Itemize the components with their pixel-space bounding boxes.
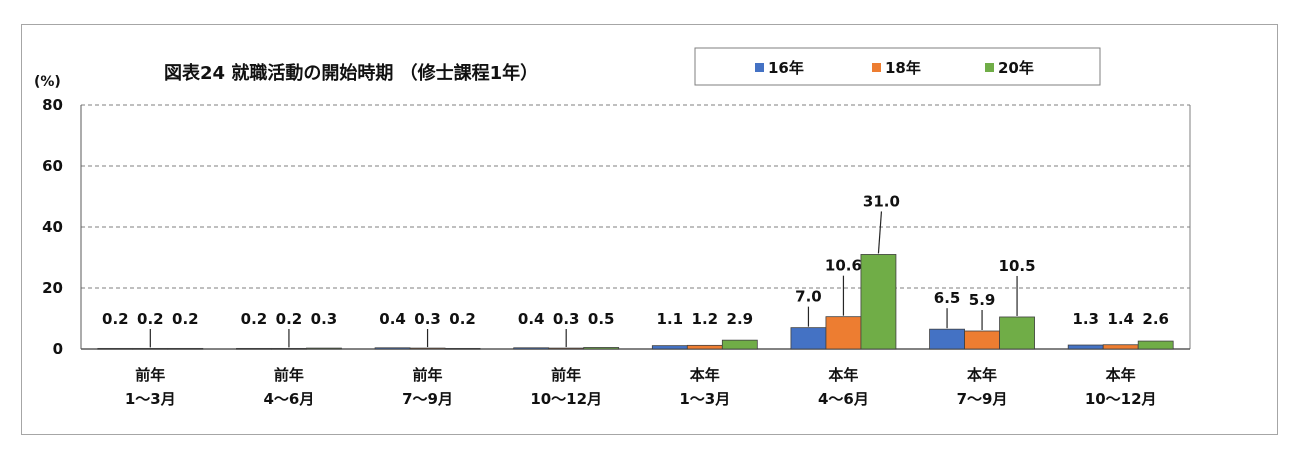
data-label: 1.2: [692, 310, 719, 328]
bar: [548, 347, 585, 350]
legend-swatch: [985, 63, 994, 72]
bar: [513, 347, 550, 350]
data-label: 31.0: [863, 192, 900, 210]
x-tick-label: 4～6月: [264, 390, 315, 408]
data-label: 10.5: [999, 257, 1036, 275]
data-label: 0.2: [137, 310, 164, 328]
bar: [790, 327, 827, 350]
legend-entry: 18年: [885, 59, 921, 77]
data-label: 0.2: [449, 310, 476, 328]
data-label: 0.2: [276, 310, 303, 328]
x-tick-label: 前年: [413, 366, 443, 384]
data-label: 0.3: [311, 310, 338, 328]
data-label: 0.4: [518, 310, 545, 328]
x-tick-label: 前年: [551, 366, 581, 384]
x-tick-label: 前年: [135, 366, 165, 384]
data-label: 1.3: [1072, 310, 1099, 328]
bar: [167, 347, 204, 350]
y-tick-label: 40: [42, 218, 63, 236]
x-tick-label: 前年: [274, 366, 304, 384]
data-label: 0.2: [102, 310, 129, 328]
data-label: 6.5: [934, 289, 961, 307]
bar: [651, 345, 688, 350]
data-label: 2.9: [727, 310, 754, 328]
bar: [1067, 344, 1104, 350]
bar: [236, 347, 272, 350]
x-tick-label: 10～12月: [530, 390, 602, 408]
data-label: 0.3: [414, 310, 441, 328]
x-tick-label: 本年: [967, 366, 997, 384]
data-label: 1.4: [1107, 310, 1134, 328]
bar: [374, 347, 411, 350]
bar: [686, 344, 723, 350]
data-label: 5.9: [969, 291, 996, 309]
legend-swatch: [755, 63, 764, 72]
y-tick-label: 80: [42, 96, 63, 114]
bar: [999, 316, 1035, 350]
legend-entry: 20年: [998, 59, 1034, 77]
bar: [1102, 344, 1139, 350]
bar: [444, 347, 481, 350]
bar: [860, 254, 897, 350]
bar: [1137, 340, 1174, 350]
x-tick-label: 本年: [1106, 366, 1136, 384]
y-axis-label: (%): [34, 74, 61, 90]
bar: [583, 347, 620, 350]
data-label: 0.5: [588, 310, 615, 328]
data-label: 1.1: [657, 310, 684, 328]
data-label: 0.2: [172, 310, 199, 328]
data-label: 2.6: [1142, 310, 1169, 328]
chart-title: 図表24 就職活動の開始時期 （修士課程1年）: [164, 62, 538, 84]
bar: [929, 328, 965, 350]
data-label: 10.6: [825, 257, 862, 275]
x-tick-label: 10～12月: [1085, 390, 1157, 408]
data-label: 7.0: [795, 288, 822, 306]
y-tick-label: 0: [53, 340, 63, 358]
bar: [409, 347, 446, 350]
x-tick-label: 1～3月: [679, 390, 730, 408]
data-label: 0.3: [553, 310, 580, 328]
bar: [825, 316, 862, 350]
bar: [306, 347, 342, 350]
legend-swatch: [872, 63, 881, 72]
x-tick-label: 本年: [828, 366, 858, 384]
bar: [271, 347, 307, 350]
y-tick-label: 60: [42, 157, 63, 175]
data-label: 0.4: [379, 310, 406, 328]
bar-chart: 図表24 就職活動の開始時期 （修士課程1年） (%) 16年 18年 20年 0 20 40…: [34, 47, 1191, 408]
x-tick-label: 1～3月: [125, 390, 176, 408]
bar: [721, 339, 758, 350]
bar: [964, 330, 1000, 350]
chart-frame: 図表24 就職活動の開始時期 （修士課程1年） (%) 16年 18年 20年 0 20 40…: [21, 24, 1278, 435]
data-label: 0.2: [241, 310, 268, 328]
x-tick-label: 7～9月: [957, 390, 1008, 408]
x-tick-label: 4～6月: [818, 390, 869, 408]
y-tick-label: 20: [42, 279, 63, 297]
label-leader-line: [877, 211, 883, 254]
x-tick-label: 7～9月: [402, 390, 453, 408]
legend-entry: 16年: [768, 59, 804, 77]
bar: [97, 347, 134, 350]
bar: [132, 347, 169, 350]
x-tick-label: 本年: [690, 366, 720, 384]
